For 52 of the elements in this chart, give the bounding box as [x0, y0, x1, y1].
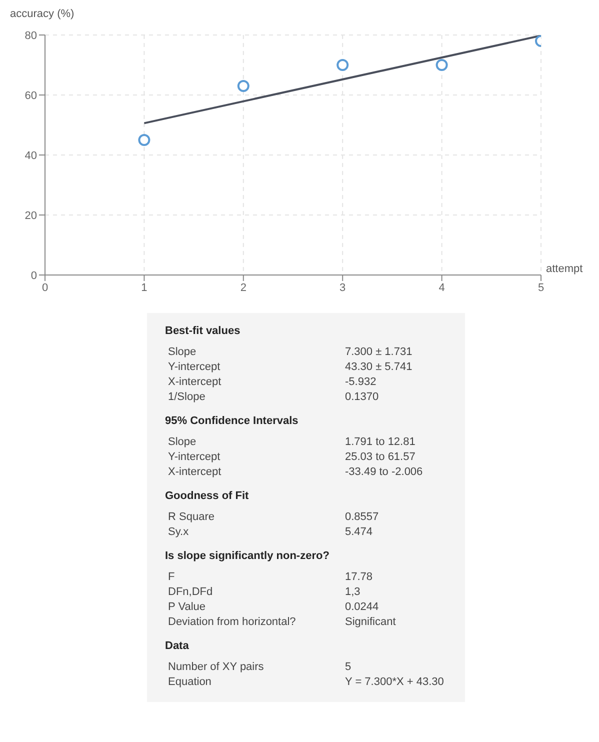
text: 43.30 ± 5.741 [345, 360, 412, 375]
text: Slope [168, 345, 198, 360]
text: 5 [345, 660, 352, 675]
text: Y-intercept [168, 450, 222, 465]
y-tick-label: 40 [24, 150, 37, 162]
y-tick-label: 0 [30, 270, 37, 282]
point [138, 134, 150, 146]
point [336, 59, 349, 71]
text: 0.8557 [345, 510, 379, 525]
text: DFn,DFd [168, 585, 214, 600]
text: -33.49 to -2.006 [345, 465, 423, 480]
x-axis-title: attempt [546, 263, 583, 275]
text: Best-fit values [165, 325, 242, 337]
text: Goodness of Fit [165, 490, 250, 502]
text: Deviation from horizontal? [168, 615, 297, 630]
x-tick-label: 1 [141, 282, 148, 294]
text: Equation [168, 675, 212, 690]
text: X-intercept [168, 465, 222, 480]
x-tick-label: 0 [42, 282, 48, 294]
y-tick-label: 80 [24, 30, 37, 42]
text: 1,3 [345, 585, 360, 600]
point [237, 80, 250, 92]
y-tick-label: 20 [24, 210, 37, 222]
text: P Value [168, 600, 207, 615]
x-tick-label: 3 [340, 282, 346, 294]
text: 1.791 to 12.81 [345, 435, 416, 450]
text: Is slope significantly non-zero? [165, 550, 330, 562]
x-tick-label: 2 [240, 282, 246, 294]
text: Data [165, 640, 190, 652]
text: -5.932 [345, 375, 376, 390]
x-tick-label: 4 [438, 282, 445, 294]
text: Slope [168, 435, 198, 450]
text: Significant [345, 615, 396, 630]
text: Sy.x [168, 525, 190, 540]
text: 0.1370 [345, 390, 379, 405]
text: X-intercept [168, 375, 222, 390]
text: 95% Confidence Intervals [165, 415, 300, 427]
text: 17.78 [345, 570, 373, 585]
y-axis-title: accuracy (%) [10, 8, 74, 20]
text: 25.03 to 61.57 [345, 450, 416, 465]
point [436, 59, 448, 71]
text: F [168, 570, 176, 585]
text: Y-intercept [168, 360, 222, 375]
text: 0.0244 [345, 600, 379, 615]
text: R Square [168, 510, 216, 525]
text: 5.474 [345, 525, 373, 540]
text: Y = 7.300*X + 43.30 [345, 675, 444, 690]
text: Number of XY pairs [168, 660, 265, 675]
y-tick-label: 60 [24, 90, 37, 102]
text: 1/Slope [168, 390, 206, 405]
text: 7.300 ± 1.731 [345, 345, 412, 360]
x-tick-label: 5 [538, 282, 544, 294]
